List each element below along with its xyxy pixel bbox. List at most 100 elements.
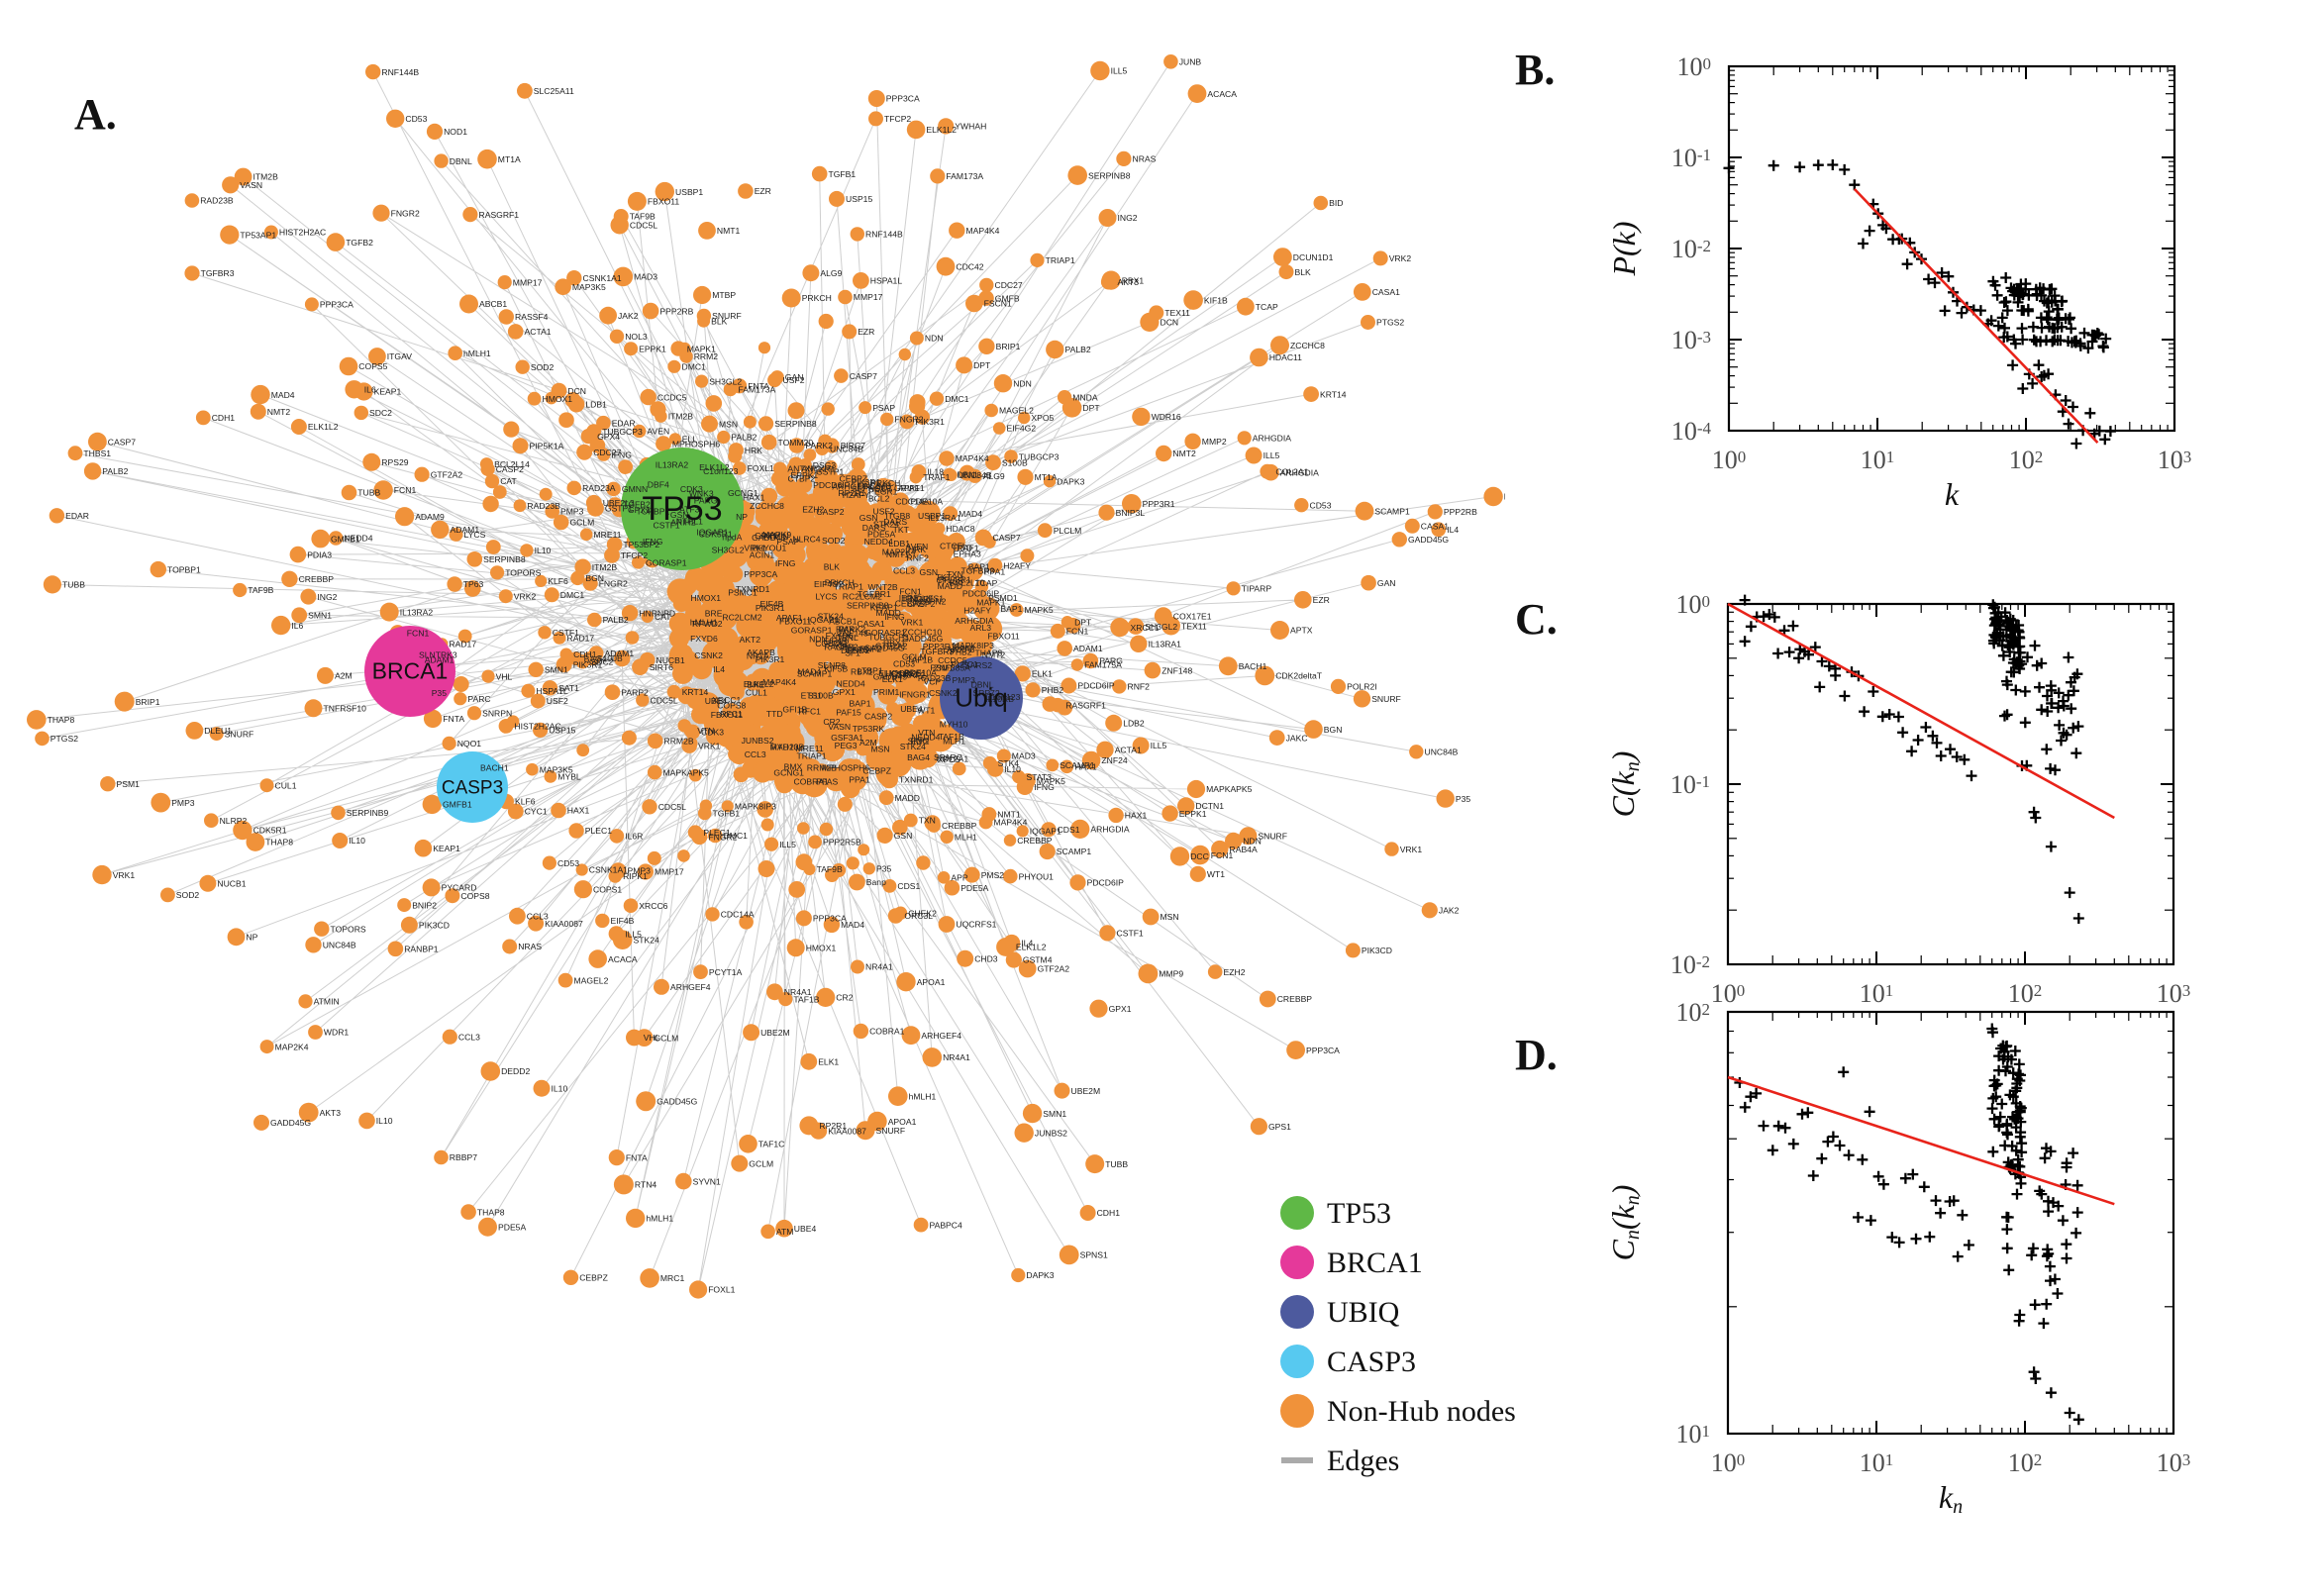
svg-text:RBX1: RBX1 bbox=[1122, 275, 1145, 285]
svg-text:IL13RA2: IL13RA2 bbox=[656, 460, 689, 470]
svg-text:JUNB: JUNB bbox=[1179, 57, 1202, 67]
svg-text:ADAM9: ADAM9 bbox=[415, 512, 445, 522]
svg-text:PALB2: PALB2 bbox=[603, 615, 629, 625]
svg-text:CUL1: CUL1 bbox=[275, 780, 297, 790]
svg-text:CTBP2: CTBP2 bbox=[788, 474, 816, 484]
svg-text:PEG3: PEG3 bbox=[835, 741, 858, 750]
svg-text:CAT: CAT bbox=[655, 612, 671, 622]
svg-text:PMP3: PMP3 bbox=[171, 798, 195, 808]
svg-text:TOPBP1: TOPBP1 bbox=[167, 564, 201, 574]
svg-text:C(kn): C(kn) bbox=[1605, 751, 1644, 818]
svg-text:ATMIN: ATMIN bbox=[763, 532, 789, 542]
svg-text:MADD: MADD bbox=[876, 608, 901, 618]
svg-text:ILL5: ILL5 bbox=[779, 840, 796, 849]
svg-text:RNF144B: RNF144B bbox=[865, 230, 903, 240]
svg-text:TEX11: TEX11 bbox=[1164, 308, 1190, 318]
svg-text:UBE2L3: UBE2L3 bbox=[603, 498, 635, 508]
svg-text:KIAA0087: KIAA0087 bbox=[828, 1126, 866, 1136]
svg-text:CR2: CR2 bbox=[836, 993, 853, 1003]
svg-text:CASP7: CASP7 bbox=[850, 371, 877, 381]
svg-text:ITM2B: ITM2B bbox=[592, 562, 618, 572]
svg-text:DBNL: DBNL bbox=[957, 469, 979, 479]
svg-text:WT1: WT1 bbox=[1207, 869, 1225, 879]
svg-text:PARP2: PARP2 bbox=[621, 687, 649, 697]
svg-text:TOPORS: TOPORS bbox=[505, 568, 541, 578]
svg-text:MRC1: MRC1 bbox=[660, 1273, 685, 1283]
svg-text:IER3: IER3 bbox=[899, 593, 918, 603]
svg-text:ILL5: ILL5 bbox=[1263, 450, 1280, 460]
svg-text:PSM1: PSM1 bbox=[117, 779, 141, 789]
svg-text:A2M: A2M bbox=[335, 671, 353, 681]
svg-text:ARHGDIA: ARHGDIA bbox=[1090, 825, 1129, 835]
svg-text:BAP1: BAP1 bbox=[850, 699, 871, 709]
svg-text:TUBGCP3: TUBGCP3 bbox=[602, 427, 643, 437]
svg-text:CSNK2: CSNK2 bbox=[694, 650, 723, 660]
svg-text:P35: P35 bbox=[876, 864, 892, 874]
svg-text:TUBGCP3: TUBGCP3 bbox=[1019, 451, 1060, 461]
svg-text:APOA1: APOA1 bbox=[917, 977, 946, 987]
svg-text:NOD1: NOD1 bbox=[444, 127, 467, 137]
svg-text:SERPINB8: SERPINB8 bbox=[774, 419, 817, 429]
svg-text:SF1: SF1 bbox=[845, 648, 860, 657]
svg-text:JAKC: JAKC bbox=[1286, 733, 1308, 743]
svg-text:VRK2: VRK2 bbox=[514, 591, 537, 601]
svg-text:HAX1: HAX1 bbox=[1074, 762, 1097, 772]
svg-text:TP53AP1: TP53AP1 bbox=[240, 230, 276, 240]
svg-text:CASP7: CASP7 bbox=[993, 533, 1021, 543]
svg-text:UQCRFS1: UQCRFS1 bbox=[956, 920, 996, 930]
svg-text:PHB2: PHB2 bbox=[1042, 685, 1064, 695]
svg-text:HMOX1: HMOX1 bbox=[691, 593, 722, 603]
svg-text:MAP4K4: MAP4K4 bbox=[966, 226, 1000, 236]
svg-text:DPT: DPT bbox=[1082, 403, 1100, 413]
svg-text:TGFBR3: TGFBR3 bbox=[201, 268, 235, 278]
svg-text:MNDA: MNDA bbox=[1072, 392, 1098, 402]
svg-text:RC2LCM2: RC2LCM2 bbox=[722, 613, 761, 623]
svg-text:PSM1: PSM1 bbox=[930, 662, 954, 672]
svg-text:GCNG1: GCNG1 bbox=[773, 768, 804, 778]
svg-text:NDN: NDN bbox=[925, 334, 944, 344]
svg-text:FNTA: FNTA bbox=[748, 381, 769, 391]
svg-text:IQGAP1: IQGAP1 bbox=[1030, 827, 1061, 837]
svg-text:CASA1: CASA1 bbox=[1372, 287, 1400, 297]
svg-text:HSPA1L: HSPA1L bbox=[870, 276, 903, 286]
svg-text:TNFRSF10: TNFRSF10 bbox=[324, 704, 367, 714]
svg-text:TAF1C: TAF1C bbox=[758, 1140, 785, 1149]
svg-text:MAP2K4: MAP2K4 bbox=[275, 1042, 309, 1051]
svg-text:MAPKAPK5: MAPKAPK5 bbox=[1206, 784, 1253, 794]
svg-text:ACACA: ACACA bbox=[608, 954, 638, 964]
svg-text:SERPINB8: SERPINB8 bbox=[1088, 170, 1131, 180]
svg-text:STK24: STK24 bbox=[818, 612, 844, 622]
svg-text:PPP2R5B: PPP2R5B bbox=[823, 838, 861, 848]
svg-text:ACACA: ACACA bbox=[1207, 89, 1237, 99]
svg-text:MTBP: MTBP bbox=[712, 290, 736, 300]
svg-text:CDK2deltaT: CDK2deltaT bbox=[1275, 671, 1323, 681]
svg-text:ELK1L2: ELK1L2 bbox=[926, 125, 957, 135]
svg-text:TUBB: TUBB bbox=[1105, 1159, 1128, 1169]
svg-text:VASN: VASN bbox=[828, 722, 851, 732]
svg-text:BAP1: BAP1 bbox=[1000, 604, 1022, 614]
svg-text:MMP17: MMP17 bbox=[655, 867, 684, 877]
svg-text:ELK1: ELK1 bbox=[818, 1057, 839, 1067]
svg-text:USF2: USF2 bbox=[547, 696, 568, 706]
svg-text:TRIAP1: TRIAP1 bbox=[1046, 255, 1075, 265]
svg-text:FOXL1: FOXL1 bbox=[748, 463, 774, 473]
svg-text:DMC1: DMC1 bbox=[560, 590, 585, 600]
svg-text:ELK1L2: ELK1L2 bbox=[308, 422, 339, 432]
svg-text:S100B: S100B bbox=[808, 691, 834, 701]
svg-text:SNURF: SNURF bbox=[1371, 694, 1401, 704]
svg-text:MAGEL2: MAGEL2 bbox=[574, 975, 609, 985]
svg-text:CDK3: CDK3 bbox=[701, 727, 724, 737]
svg-text:NDN: NDN bbox=[1013, 378, 1032, 388]
svg-text:VRK1: VRK1 bbox=[698, 741, 721, 750]
svg-text:AVEN: AVEN bbox=[647, 427, 669, 437]
svg-text:TP63: TP63 bbox=[463, 579, 484, 589]
svg-text:RASGRF1: RASGRF1 bbox=[1065, 700, 1106, 710]
svg-text:CDC5L: CDC5L bbox=[651, 695, 678, 705]
svg-text:AVEN: AVEN bbox=[906, 542, 929, 551]
svg-text:TXN: TXN bbox=[919, 816, 936, 826]
svg-text:BLK: BLK bbox=[711, 316, 728, 326]
svg-text:EZR: EZR bbox=[858, 327, 874, 337]
svg-text:NP: NP bbox=[246, 933, 257, 943]
svg-text:SPARC: SPARC bbox=[934, 752, 962, 762]
svg-text:CYC1: CYC1 bbox=[525, 807, 548, 817]
